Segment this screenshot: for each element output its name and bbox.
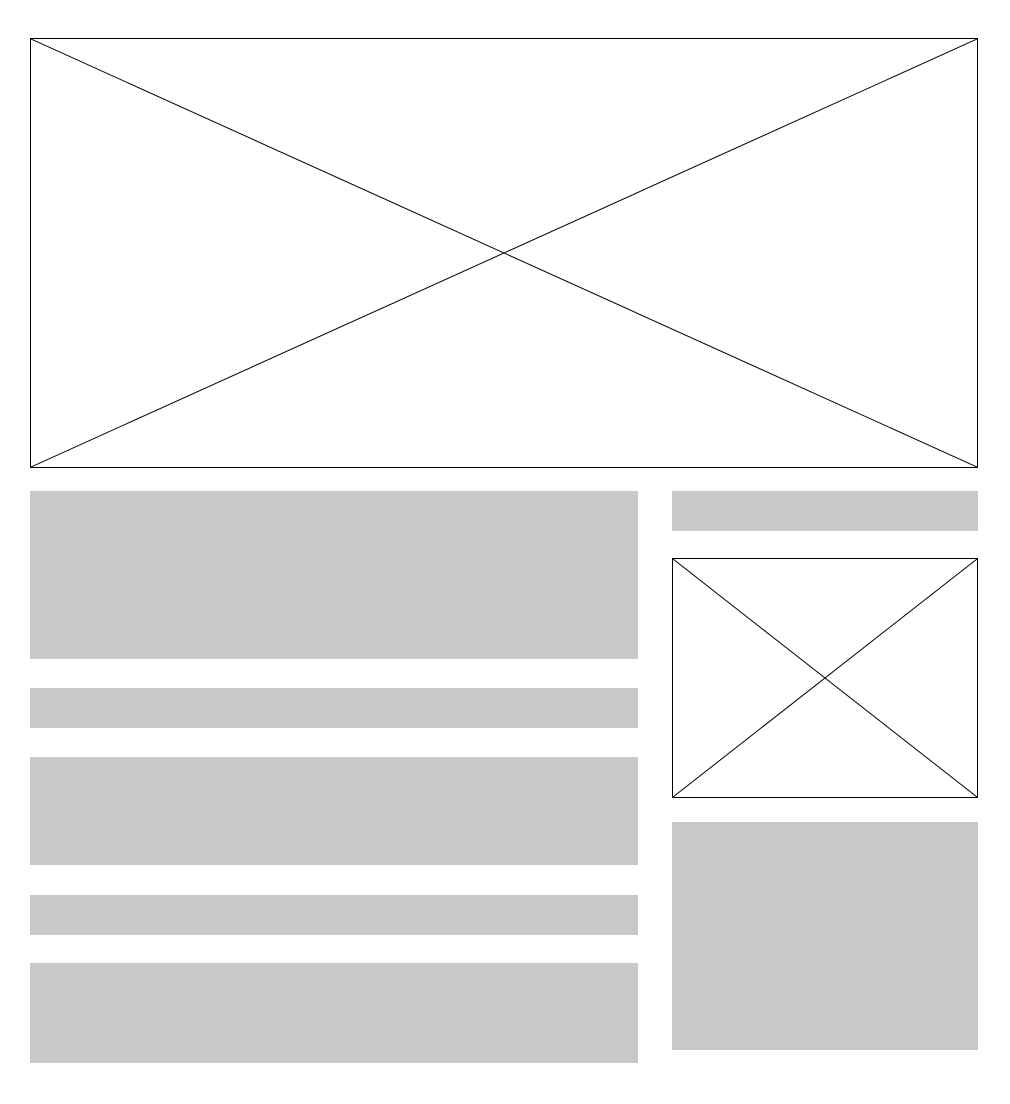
sidebar-image-placeholder xyxy=(672,558,978,798)
main-content-block-1 xyxy=(30,491,638,659)
main-content-block-4 xyxy=(30,895,638,935)
main-content-block-2 xyxy=(30,688,638,728)
main-content-block-5 xyxy=(30,963,638,1063)
sidebar-content-block xyxy=(672,822,978,1050)
hero-image-placeholder xyxy=(30,38,978,468)
hero-cross-icon xyxy=(31,39,977,467)
sidebar-header-block xyxy=(672,491,978,531)
sidebar-cross-icon xyxy=(673,559,977,797)
main-content-block-3 xyxy=(30,757,638,865)
